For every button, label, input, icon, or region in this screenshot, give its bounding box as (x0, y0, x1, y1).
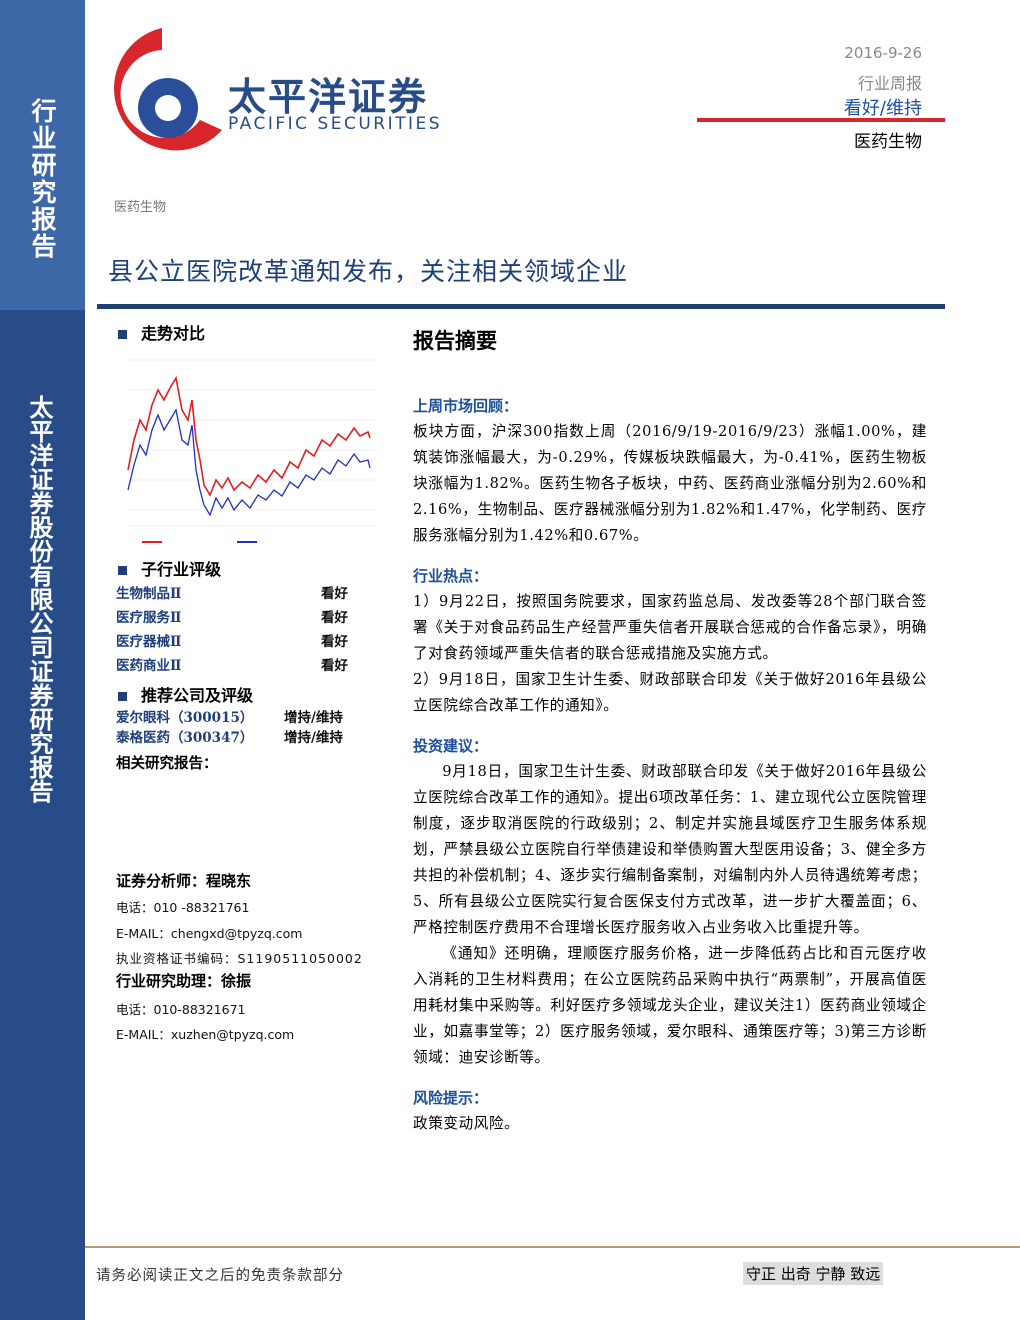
section-title: 投资建议： (413, 737, 489, 755)
section-heading: 推荐公司及评级 (118, 682, 253, 706)
related: 相关研究报告： (116, 755, 218, 772)
paragraph: 政策变动风险。 (413, 1115, 520, 1132)
breadcrumb: 医药生物 (114, 200, 167, 215)
email: E-MAIL：chengxd@tpyzq.com (116, 926, 303, 941)
item-name: 爱尔眼科（300015） (116, 710, 254, 726)
item-rating: 增持/维持 (284, 730, 343, 746)
item-name: 医疗器械Ⅱ (116, 634, 182, 650)
paragraph: 2）9月18日，国家卫生计生委、财政部联合印发《关于做好2016年县级公立医院综… (413, 671, 927, 714)
footer-rule (85, 1246, 1020, 1248)
rating-row: 爱尔眼科（300015） 增持/维持 (116, 706, 366, 726)
cert: 执业资格证书编码：S1190511050002 (116, 951, 363, 966)
phone: 电话：010 -88321761 (116, 900, 250, 915)
sidebar-company: 太平洋证券股份有限公司证券研究报告 (25, 395, 54, 803)
logo-en: PACIFIC SECURITIES (228, 114, 443, 134)
item-rating: 看好 (321, 586, 348, 602)
industry: 医药生物 (854, 132, 922, 152)
item-name: 泰格医药（300347） (116, 730, 254, 746)
item-name: 生物制品Ⅱ (116, 586, 182, 602)
paragraph: 9月18日，国家卫生计生委、财政部联合印发《关于做好2016年县级公立医院综合改… (413, 763, 927, 936)
sidebar-label: 行业研究报告 (28, 98, 57, 260)
phone: 电话：010-88321671 (116, 1002, 246, 1017)
item-rating: 看好 (321, 610, 348, 626)
recommendations: 爱尔眼科（300015） 增持/维持 泰格医药（300347） 增持/维持 (116, 706, 366, 746)
section-heading: 走势对比 (118, 320, 205, 344)
paragraph: 1）9月22日，按照国务院要求，国家药监总局、发改委等28个部门联合签署《关于对… (413, 593, 927, 662)
heading-text: 推荐公司及评级 (141, 686, 254, 705)
sidebar-top (0, 0, 85, 310)
section-title: 上周市场回顾： (413, 397, 519, 415)
summary-heading: 报告摘要 (413, 328, 497, 353)
rule (697, 118, 945, 122)
motto: 守正 出奇 宁静 致远 (743, 1262, 884, 1285)
disclaimer: 请务必阅读正文之后的免责条款部分 (96, 1268, 344, 1284)
rating-row: 医疗器械Ⅱ 看好 (116, 630, 366, 654)
section-title: 风险提示： (413, 1089, 489, 1107)
item-rating: 看好 (321, 658, 348, 674)
rating-row: 生物制品Ⅱ 看好 (116, 582, 366, 606)
heading-text: 走势对比 (141, 324, 206, 343)
title: 县公立医院改革通知发布，关注相关领域企业 (108, 257, 629, 286)
section-title: 行业热点： (413, 567, 489, 585)
trend-chart (127, 359, 374, 543)
item-rating: 看好 (321, 634, 348, 650)
item-rating: 增持/维持 (284, 710, 343, 726)
sub-ratings: 生物制品Ⅱ 看好 医疗服务Ⅱ 看好 医疗器械Ⅱ 看好 医药商业Ⅱ 看好 (116, 582, 366, 678)
heading-text: 子行业评级 (141, 560, 222, 579)
title-rule (97, 304, 945, 309)
sidebar-bottom (0, 310, 85, 1320)
rating-row: 医疗服务Ⅱ 看好 (116, 606, 366, 630)
date: 2016-9-26 (844, 44, 922, 62)
item-name: 医药商业Ⅱ (116, 658, 182, 674)
summary: 报告摘要 上周市场回顾： 板块方面，沪深300指数上周（2016/9/19-201… (413, 325, 927, 1137)
rating-row: 泰格医药（300347） 增持/维持 (116, 726, 366, 746)
email: E-MAIL：xuzhen@tpyzq.com (116, 1027, 295, 1042)
analyst: 证券分析师：程晓东 (116, 872, 252, 890)
report-type: 行业周报 (857, 74, 922, 93)
item-name: 医疗服务Ⅱ (116, 610, 182, 626)
rating: 看好/维持 (843, 98, 922, 119)
paragraph: 《通知》还明确，理顺医疗服务价格，进一步降低药占比和百元医疗收入消耗的卫生材料费… (413, 945, 927, 1066)
logo-cn: 太平洋证券 (228, 75, 429, 119)
rating-row: 医药商业Ⅱ 看好 (116, 654, 366, 678)
logo-mark (114, 28, 222, 151)
assistant: 行业研究助理：徐振 (116, 972, 252, 990)
section-heading: 子行业评级 (118, 556, 221, 580)
paragraph: 板块方面，沪深300指数上周（2016/9/19-2016/9/23）涨幅1.0… (413, 423, 927, 544)
